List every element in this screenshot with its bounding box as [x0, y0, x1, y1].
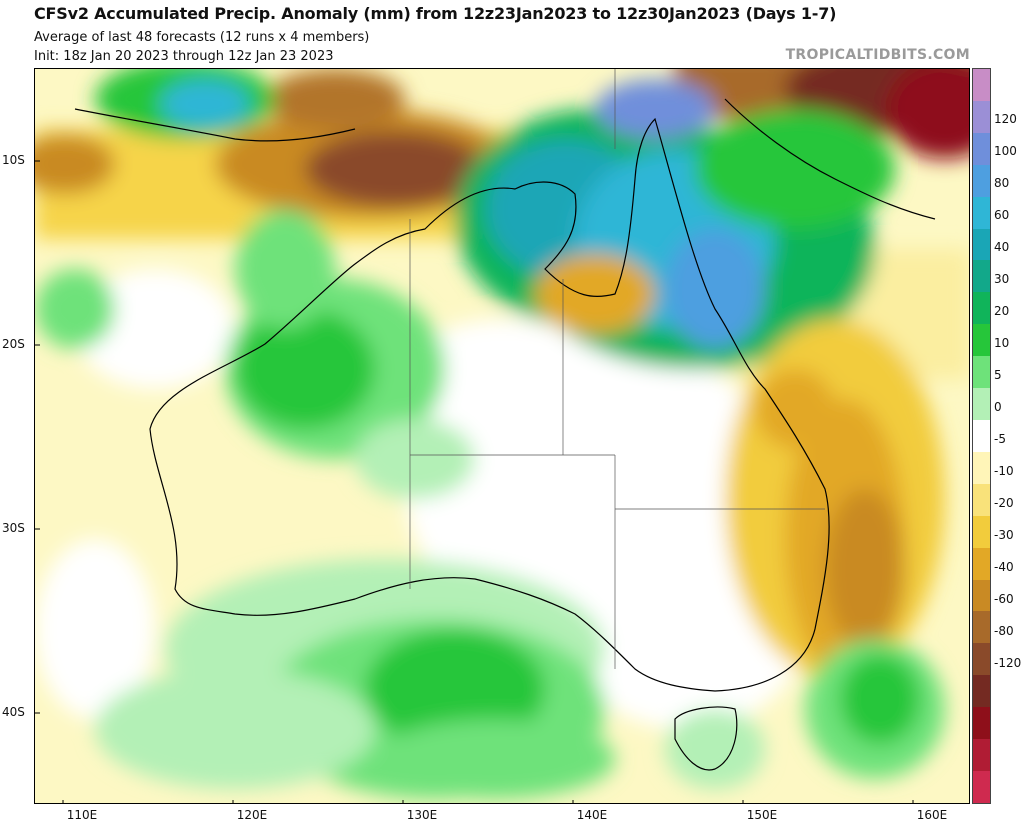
chart-subtitle: Average of last 48 forecasts (12 runs x … [34, 30, 370, 45]
state-borders [409, 69, 825, 669]
lon-label-150e: 150E [746, 808, 778, 822]
colorbar-swatch [973, 547, 990, 580]
lon-label-110e: 110E [66, 808, 98, 822]
colorbar-label: -30 [994, 528, 1014, 543]
colorbar-label: -120 [994, 656, 1022, 671]
colorbar-swatch [973, 100, 990, 133]
precip-anomaly-map [35, 69, 969, 803]
colorbar-label: 5 [994, 368, 1002, 383]
colorbar-label: -80 [994, 624, 1014, 639]
colorbar-swatch [973, 675, 990, 708]
colorbar-swatch [973, 579, 990, 612]
lat-label-10s: 10S [2, 153, 25, 167]
colorbar-label: 40 [994, 240, 1010, 255]
map-ticks [35, 160, 914, 803]
colorbar-label: -20 [994, 496, 1014, 511]
colorbar-swatch [973, 356, 990, 389]
colorbar-swatch [973, 324, 990, 357]
colorbar-swatch [973, 164, 990, 197]
colorbar-label: -10 [994, 464, 1014, 479]
lat-label-30s: 30S [2, 521, 25, 535]
colorbar-label: -40 [994, 560, 1014, 575]
colorbar-swatch [973, 132, 990, 165]
colorbar-swatch [973, 770, 990, 803]
colorbar-swatch [973, 643, 990, 676]
colorbar-swatch [973, 483, 990, 516]
brand-watermark: TROPICALTIDBITS.COM [785, 47, 970, 63]
colorbar-swatch [973, 388, 990, 420]
map-panel [34, 68, 970, 804]
colorbar-swatch [973, 419, 990, 452]
colorbar-swatch [973, 292, 990, 325]
chart-title: CFSv2 Accumulated Precip. Anomaly (mm) f… [34, 4, 837, 23]
colorbar-swatch [973, 260, 990, 293]
colorbar-label: 100 [994, 144, 1017, 159]
anomaly-field [35, 69, 969, 799]
colorbar-swatch [973, 515, 990, 548]
colorbar-label: 120 [994, 112, 1017, 127]
colorbar [972, 68, 991, 804]
lon-label-140e: 140E [576, 808, 608, 822]
colorbar-swatch [973, 611, 990, 644]
init-info: Init: 18z Jan 20 2023 through 12z Jan 23… [34, 49, 334, 64]
colorbar-label: 80 [994, 176, 1010, 191]
colorbar-label: -5 [994, 432, 1006, 447]
coastlines [74, 98, 936, 771]
colorbar-label: 10 [994, 336, 1010, 351]
colorbar-label: 60 [994, 208, 1010, 223]
lon-label-130e: 130E [406, 808, 438, 822]
colorbar-label: 30 [994, 272, 1010, 287]
colorbar-swatch [973, 228, 990, 261]
colorbar-swatch [973, 69, 990, 101]
colorbar-swatch [973, 707, 990, 740]
lat-label-40s: 40S [2, 705, 25, 719]
colorbar-swatch [973, 451, 990, 484]
colorbar-swatch [973, 196, 990, 229]
colorbar-label: 20 [994, 304, 1010, 319]
lon-label-120e: 120E [236, 808, 268, 822]
colorbar-label: 0 [994, 400, 1002, 415]
lon-label-160e: 160E [916, 808, 948, 822]
colorbar-label: -60 [994, 592, 1014, 607]
lat-label-20s: 20S [2, 337, 25, 351]
colorbar-swatch [973, 739, 990, 771]
